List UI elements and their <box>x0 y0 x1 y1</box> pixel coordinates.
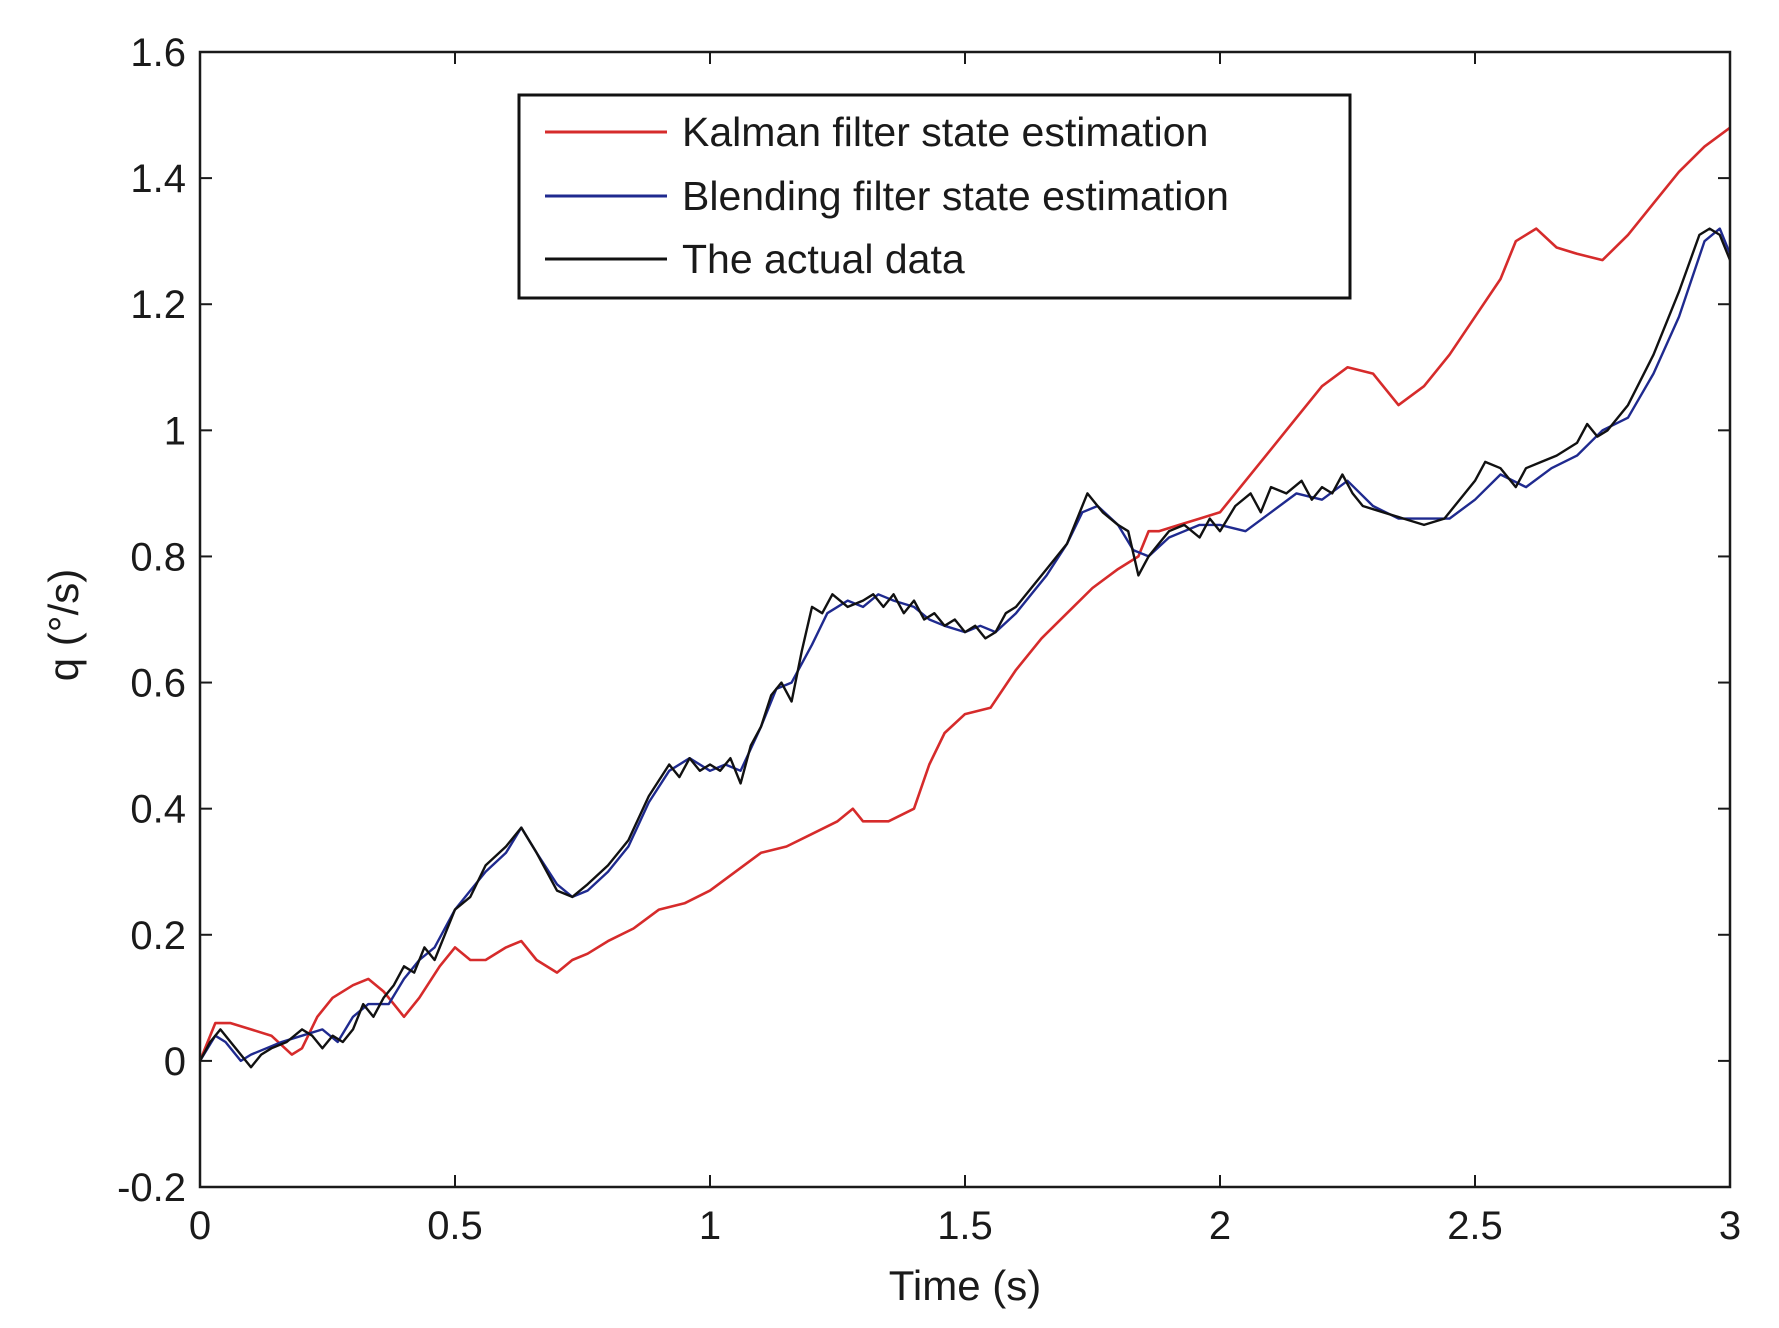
y-tick-label: 0.6 <box>130 662 186 706</box>
x-tick-label: 1 <box>699 1204 721 1248</box>
ticks-layer: 0 0.5 1 1.5 2 2.5 3-0.200.20.40.60.811.21.41.6 <box>117 31 1741 1248</box>
y-tick-label: 1 <box>164 409 186 453</box>
x-tick-label: 3 <box>1719 1204 1741 1248</box>
y-tick-label: 0.2 <box>130 914 186 958</box>
y-tick-label: 0.4 <box>130 788 186 832</box>
y-tick-label: 1.2 <box>130 283 186 327</box>
legend-label-kalman: Kalman filter state estimation <box>682 109 1208 155</box>
legend-label-blending: Blending filter state estimation <box>682 173 1229 219</box>
series-layer <box>198 126 1732 1069</box>
y-tick-label: 0.8 <box>130 535 186 579</box>
legend: Kalman filter state estimation Blending … <box>517 93 1352 300</box>
x-tick-label: 2.5 <box>1447 1204 1503 1248</box>
series-line-blending <box>198 227 1732 1063</box>
x-tick-label: 2 <box>1209 1204 1231 1248</box>
y-axis-label: q (°/s) <box>40 569 87 681</box>
series-line-kalman <box>198 126 1731 1062</box>
x-tick-label: 1.5 <box>937 1204 993 1248</box>
series-line-actual <box>198 227 1732 1069</box>
y-tick-label: 1.6 <box>130 31 186 75</box>
y-tick-label: -0.2 <box>117 1166 186 1210</box>
legend-label-actual: The actual data <box>682 236 965 282</box>
x-axis-label: Time (s) <box>889 1262 1041 1309</box>
y-tick-label: 0 <box>164 1040 186 1084</box>
x-tick-label: 0 <box>189 1204 211 1248</box>
x-tick-label: 0.5 <box>427 1204 483 1248</box>
y-tick-label: 1.4 <box>130 157 186 201</box>
